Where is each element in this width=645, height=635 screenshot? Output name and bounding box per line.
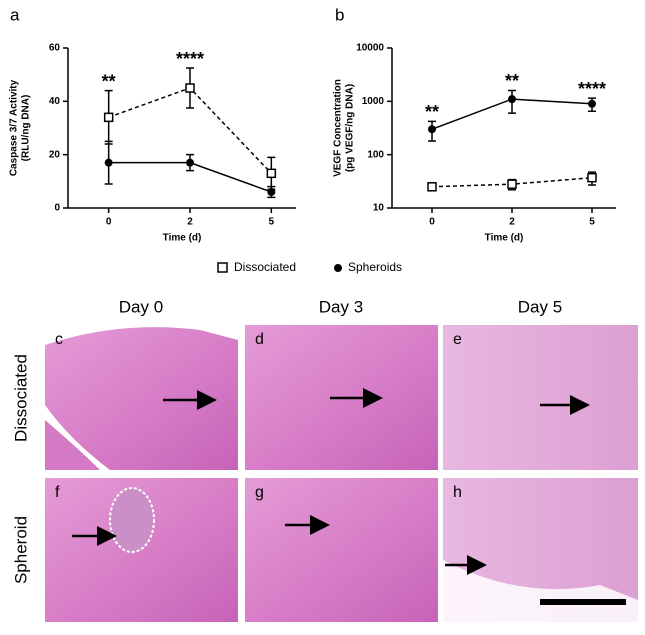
x-tick-label: 5	[589, 217, 595, 228]
y-axis-label: Caspase 3/7 Activity	[9, 79, 20, 176]
x-tick-label: 5	[269, 217, 275, 228]
legend-marker	[334, 264, 342, 272]
significance: ****	[578, 79, 606, 99]
panel-label: c	[55, 331, 63, 348]
y-axis-label: (RLU/ng DNA)	[21, 95, 32, 162]
panel-label: d	[255, 331, 264, 348]
panel-bg	[443, 560, 638, 622]
significance: **	[102, 71, 116, 91]
row-label: Dissociated	[11, 354, 30, 442]
y-tick-label: 60	[49, 43, 61, 54]
marker	[428, 125, 436, 134]
y-tick-label: 10	[373, 203, 385, 214]
marker	[507, 179, 517, 189]
marker	[508, 95, 516, 104]
marker	[267, 188, 276, 196]
column-header: Day 0	[119, 297, 163, 316]
x-tick-label: 0	[106, 217, 112, 228]
panel-label: b	[335, 5, 344, 24]
panel-label: a	[10, 5, 20, 24]
panel-label: e	[453, 331, 462, 348]
panel-label: g	[255, 484, 264, 501]
marker	[104, 158, 113, 167]
legend-marker	[217, 262, 228, 273]
y-tick-label: 40	[49, 96, 61, 107]
marker	[185, 83, 195, 93]
tissue	[45, 420, 100, 470]
marker	[186, 158, 194, 167]
column-header: Day 5	[518, 297, 562, 316]
y-tick-label: 1000	[362, 96, 385, 107]
significance: **	[505, 71, 519, 91]
marker	[427, 182, 437, 192]
spheroid	[109, 487, 155, 553]
panel-label: f	[55, 484, 60, 501]
y-axis-label: (pg VEGF/ng DNA)	[345, 84, 356, 172]
y-tick-label: 0	[54, 203, 60, 214]
histology-panels	[45, 325, 638, 622]
y-tick-label: 10000	[356, 43, 384, 54]
x-tick-label: 2	[187, 217, 193, 228]
y-axis-label: VEGF Concentration	[333, 79, 344, 177]
tissue	[245, 478, 438, 622]
legend-label: Spheroids	[348, 260, 402, 274]
panel-label: h	[453, 484, 462, 501]
x-axis-label: Time (d)	[163, 233, 202, 244]
legend-label: Dissociated	[234, 260, 296, 274]
marker	[588, 99, 596, 108]
x-tick-label: 2	[509, 217, 515, 228]
tissue	[443, 325, 638, 470]
y-tick-label: 100	[367, 149, 384, 160]
x-tick-label: 0	[429, 217, 435, 228]
scale-bar	[540, 599, 626, 605]
row-label: Spheroid	[11, 516, 30, 584]
y-tick-label: 20	[49, 149, 61, 160]
marker	[587, 172, 597, 183]
marker	[266, 168, 277, 179]
significance: **	[425, 102, 439, 122]
column-header: Day 3	[319, 297, 363, 316]
tissue	[45, 327, 238, 470]
marker	[103, 112, 114, 123]
significance: ****	[176, 49, 204, 69]
x-axis-label: Time (d)	[485, 233, 524, 244]
